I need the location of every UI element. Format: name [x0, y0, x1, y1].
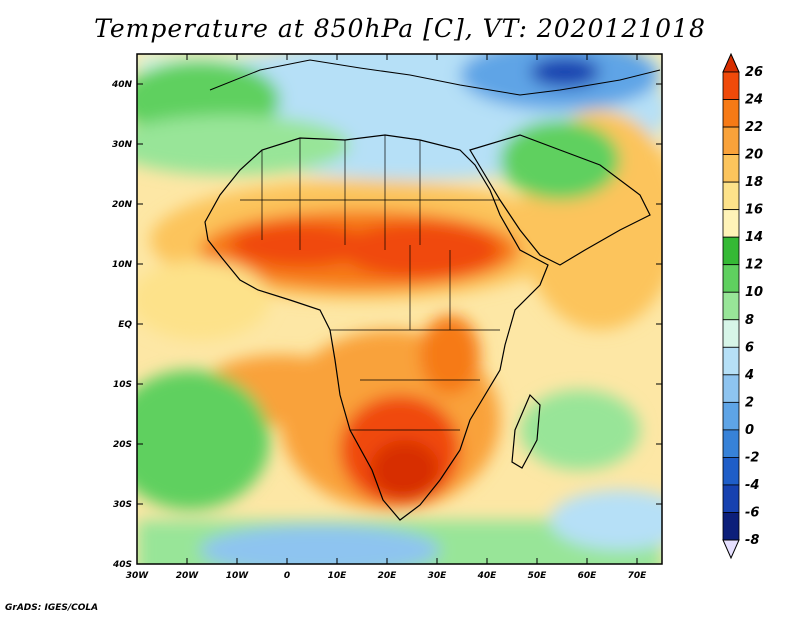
- x-tick-label: 10W: [226, 571, 250, 581]
- y-tick-label: 30N: [112, 140, 133, 150]
- x-tick-label: 50E: [528, 571, 548, 581]
- colorbar-segment: [722, 154, 740, 183]
- x-tick-label: 10E: [328, 571, 348, 581]
- colorbar-bottom-arrow: [722, 539, 740, 560]
- colorbar-segment: [722, 209, 740, 238]
- colorbar-label: 12: [745, 258, 763, 273]
- colorbar-label: 4: [744, 368, 754, 383]
- y-tick-label: 40S: [112, 560, 132, 570]
- x-tick-label: 30E: [428, 571, 448, 581]
- footer-credit: GrADS: IGES/COLA: [5, 603, 99, 613]
- colorbar-label: -6: [745, 505, 759, 520]
- colorbar-segment: [722, 401, 740, 431]
- colorbar-label: 0: [745, 423, 754, 438]
- colorbar-label: 18: [745, 175, 763, 190]
- colorbar-label: 26: [745, 65, 763, 80]
- colorbar-segment: [722, 181, 740, 211]
- madagascar-coastline: [511, 393, 541, 469]
- y-tick-label: 20N: [112, 200, 133, 210]
- colorbar-segment: [722, 99, 740, 128]
- colorbar-segment: [722, 71, 740, 100]
- country-borders: [240, 135, 500, 431]
- axis-ticks: 30W 20W 10W 0 10E 20E 30E 40E 50E 60E 70E 40N 30N 20N…: [111, 54, 662, 581]
- colorbar-segment: [722, 484, 740, 513]
- x-tick-label: 70E: [628, 571, 648, 581]
- colorbar-segment: [722, 126, 740, 155]
- colorbar-segment: [722, 374, 740, 403]
- colorbar-segment: [722, 512, 740, 541]
- colorbar-label: 8: [745, 313, 754, 328]
- colorbar-label: 14: [745, 230, 763, 245]
- colorbar-segment: [722, 429, 740, 458]
- colorbar-label: -2: [745, 450, 759, 465]
- colorbar-segment: [722, 291, 740, 321]
- colorbar-label: -4: [745, 478, 759, 493]
- x-tick-label: 20E: [378, 571, 398, 581]
- colorbar-label: 2: [745, 395, 754, 410]
- colorbar-segment: [722, 346, 740, 376]
- map-border: [136, 53, 663, 565]
- colorbar-segment: [722, 457, 740, 486]
- x-tick-label: 0: [284, 571, 290, 581]
- colorbar-label: 16: [745, 203, 763, 218]
- x-tick-label: 40E: [477, 571, 498, 581]
- x-tick-label: 20W: [176, 571, 200, 581]
- y-tick-label: 40N: [111, 80, 133, 90]
- chart-title: Temperature at 850hPa [C], VT: 202012101…: [94, 14, 706, 43]
- temperature-field: [137, 54, 662, 564]
- colorbar-label: 20: [745, 148, 763, 163]
- arabia-coastline: [469, 134, 651, 266]
- colorbar-label: 24: [745, 93, 763, 108]
- y-tick-label: 30S: [113, 500, 132, 510]
- y-tick-label: 10S: [113, 380, 132, 390]
- colorbar-top-arrow: [722, 52, 740, 73]
- colorbar-segment: [722, 319, 740, 348]
- y-tick-label: 20S: [113, 440, 132, 450]
- colorbar-segment: [722, 236, 740, 266]
- colorbar-label: 10: [745, 285, 763, 300]
- x-tick-label: 30W: [126, 571, 150, 581]
- temperature-blobs: [137, 54, 662, 564]
- colorbar-label: 22: [745, 120, 763, 135]
- europe-coastline: [209, 59, 661, 96]
- y-tick-label: EQ: [118, 320, 132, 330]
- colorbar-label: -8: [745, 533, 759, 548]
- colorbar-segment: [722, 264, 740, 293]
- x-tick-label: 60E: [578, 571, 598, 581]
- y-tick-label: 10N: [112, 260, 133, 270]
- colorbar-label: 6: [745, 340, 754, 355]
